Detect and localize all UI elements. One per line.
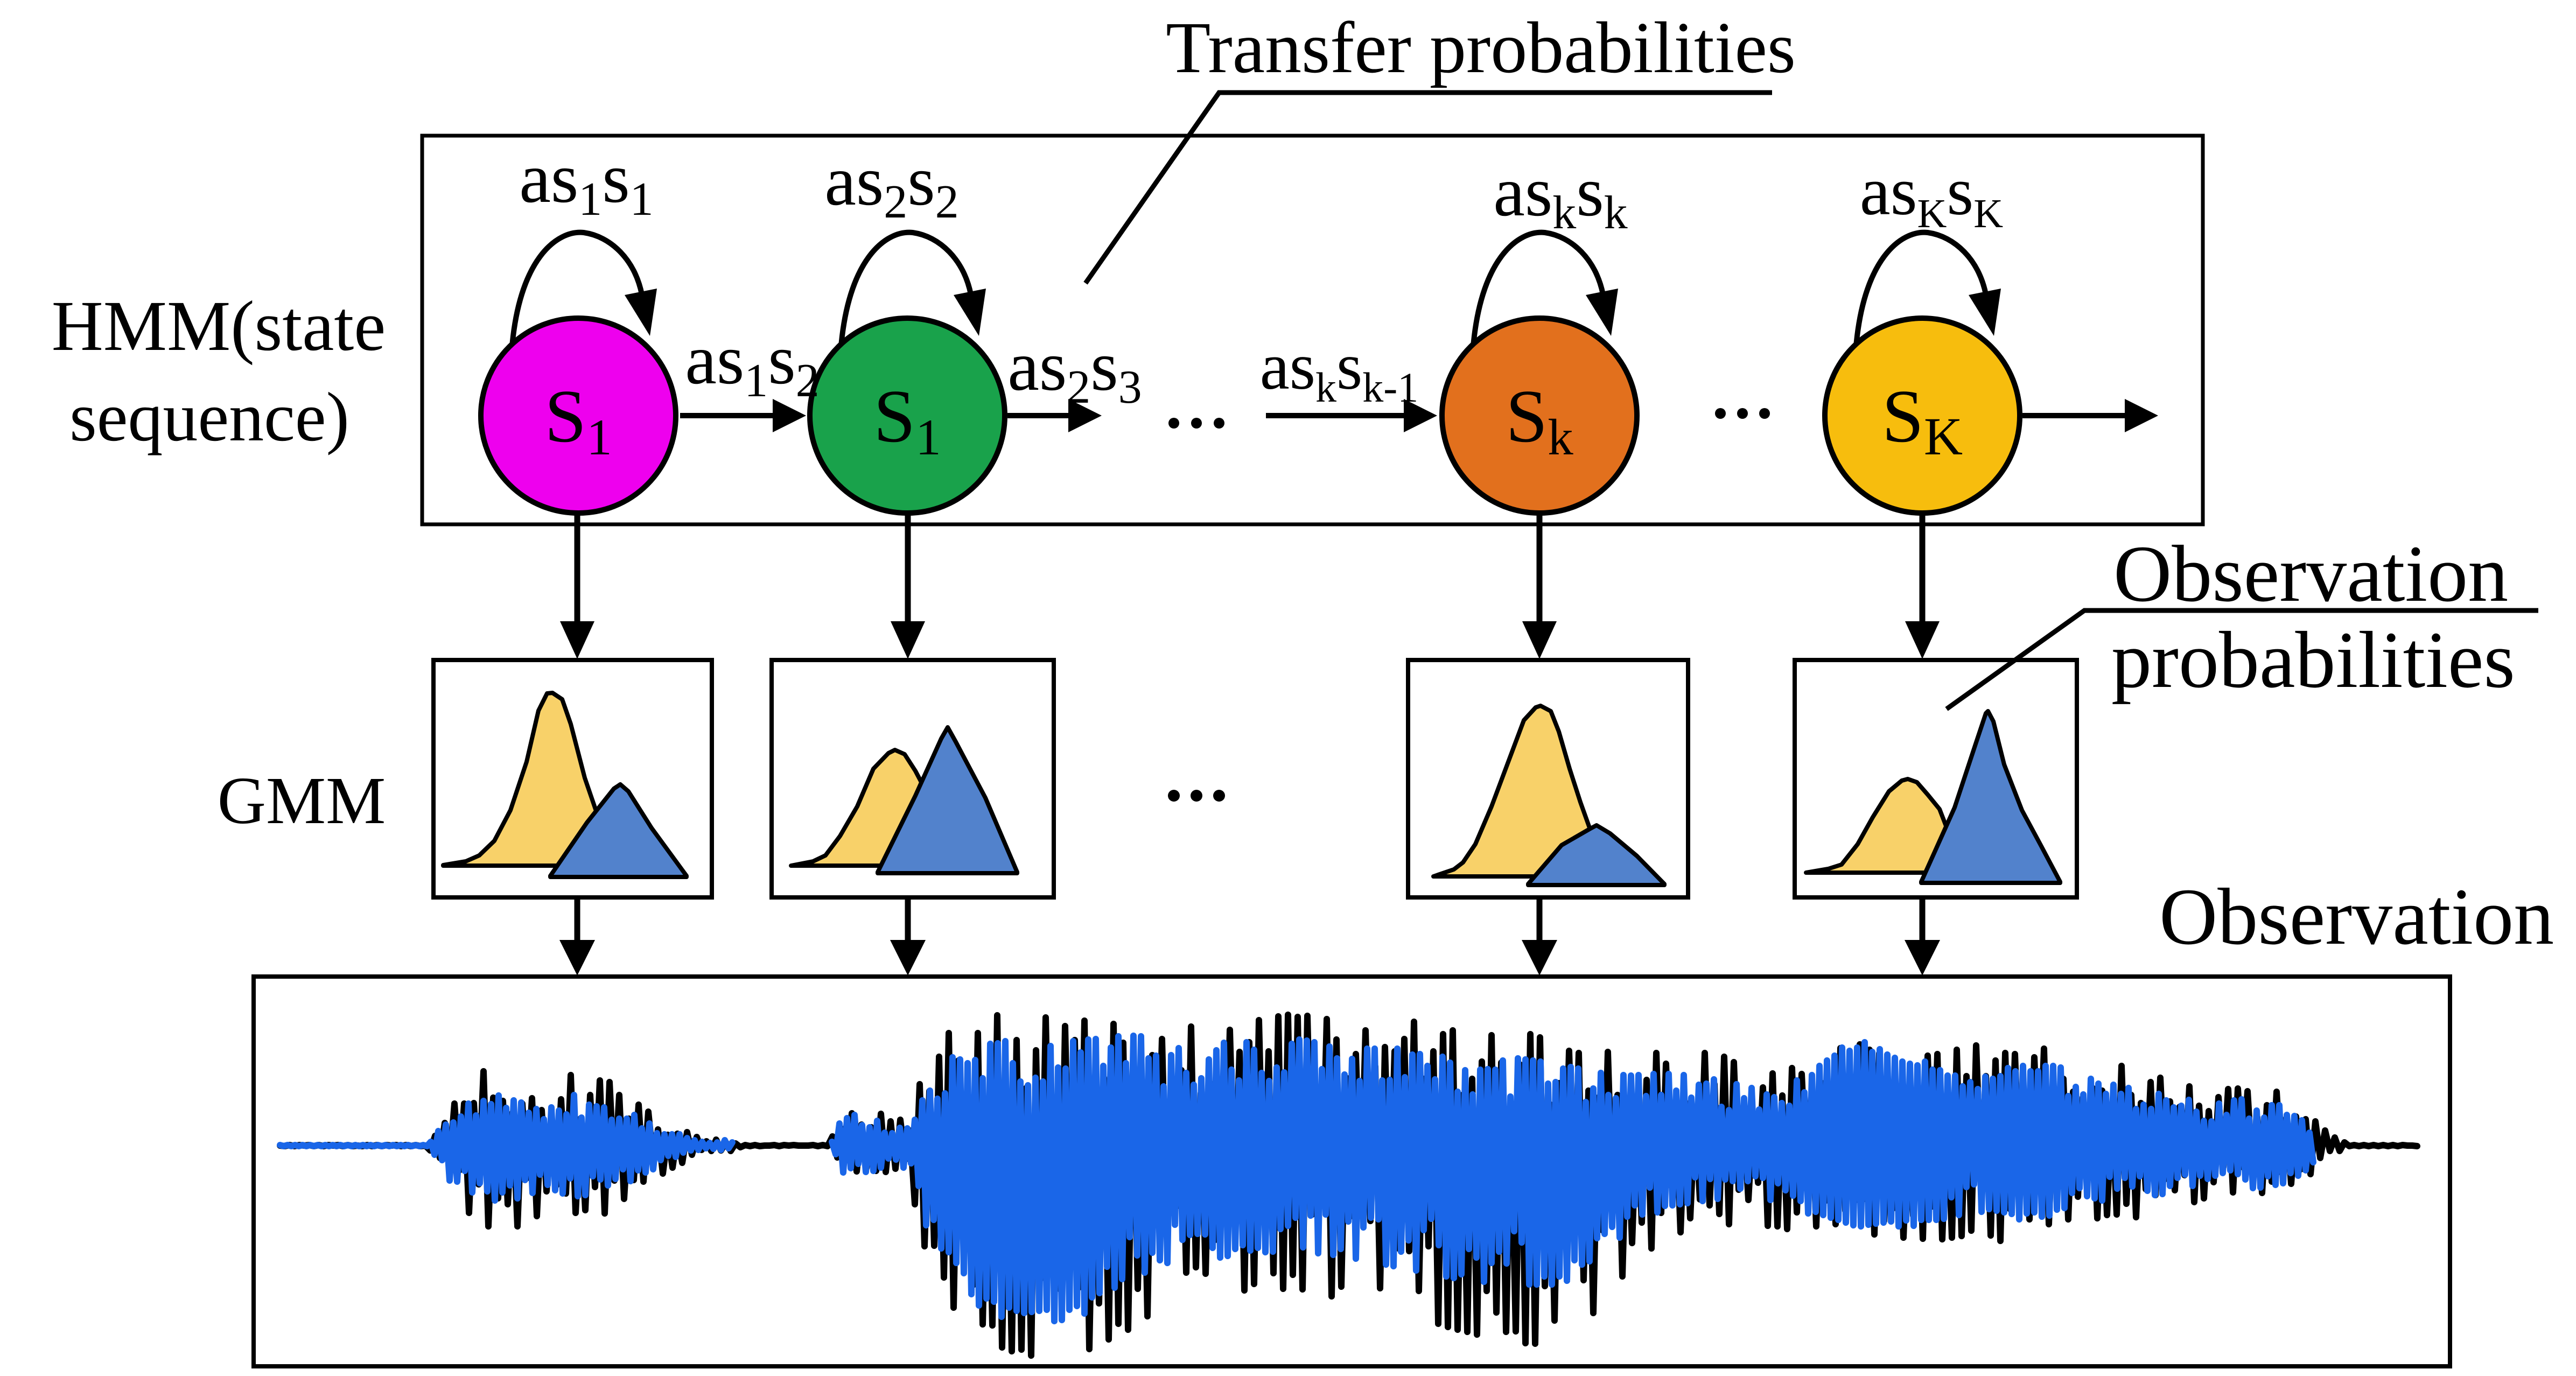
- svg-text:probabilities: probabilities: [2111, 615, 2515, 705]
- svg-text:ask sk: ask sk: [1493, 152, 1627, 239]
- svg-text:Observation: Observation: [2113, 529, 2508, 619]
- svg-text:as2 s2: as2 s2: [824, 141, 958, 228]
- svg-text:as2 s3: as2 s3: [1007, 326, 1142, 413]
- svg-text:ask sk-1: ask sk-1: [1260, 329, 1419, 411]
- svg-text:as1 s2: as1 s2: [685, 320, 819, 407]
- svg-text:Transfer probabilities: Transfer probabilities: [1166, 8, 1796, 88]
- svg-text:sequence): sequence): [69, 378, 349, 456]
- svg-text:as1 s1: as1 s1: [519, 138, 653, 226]
- svg-text:Observation: Observation: [2159, 872, 2554, 961]
- svg-text:HMM(state: HMM(state: [52, 286, 386, 366]
- svg-text:GMM: GMM: [218, 764, 386, 838]
- svg-text:asK sK: asK sK: [1860, 153, 2003, 236]
